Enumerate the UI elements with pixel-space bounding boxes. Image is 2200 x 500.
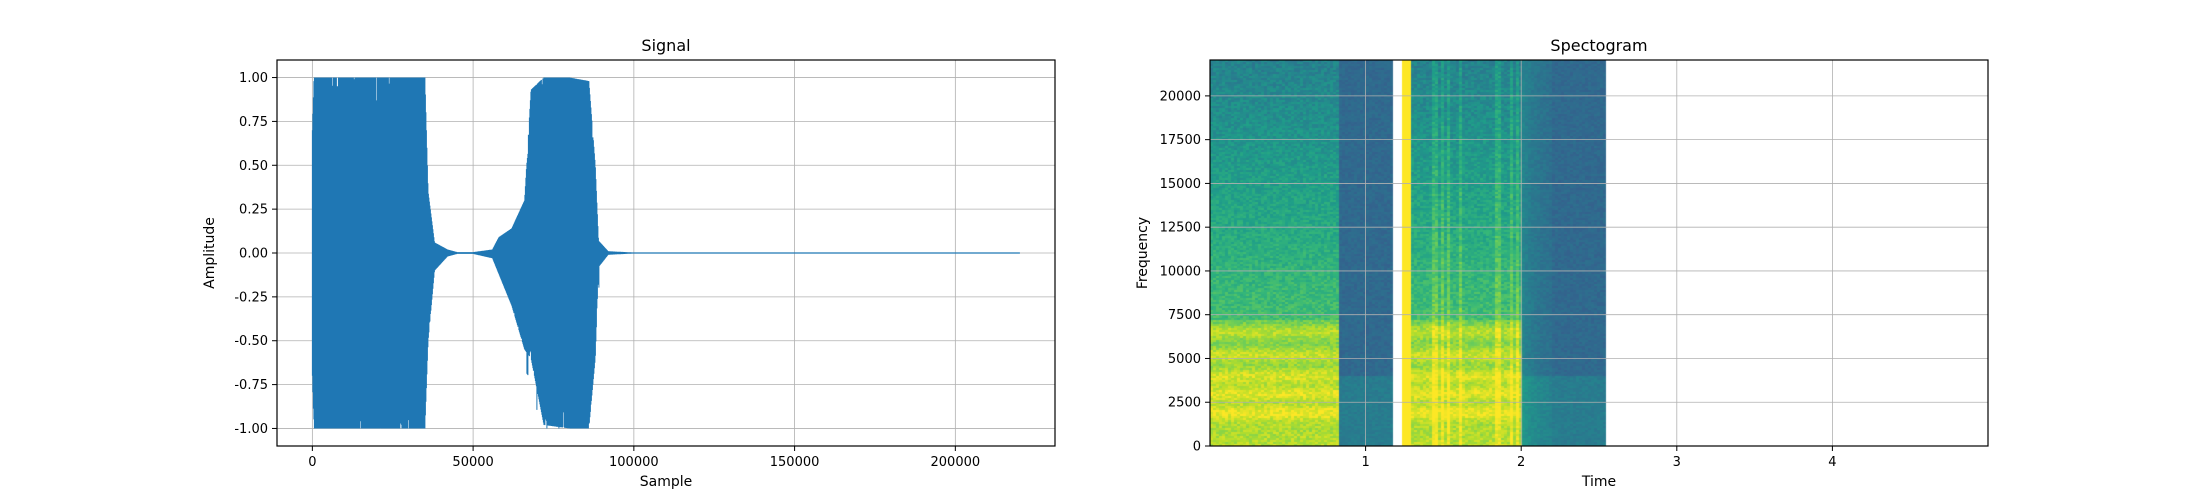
signal-axes-frame <box>276 59 1056 447</box>
y-tick-label: 7500 <box>1168 308 1201 323</box>
signal-ylabel: Amplitude <box>202 217 218 289</box>
y-tick-label: 2500 <box>1168 396 1201 411</box>
x-tick-label: 50000 <box>452 455 493 470</box>
spectrogram-ticks: 1 2 3 4 0 2500 5000 7500 10000 12500 15000 17500 200… <box>1160 89 1837 470</box>
y-tick-label: -0.25 <box>234 290 268 305</box>
y-tick-label: 17500 <box>1160 133 1201 148</box>
y-tick-label: -0.75 <box>234 378 268 393</box>
y-tick-label: 0 <box>1193 440 1201 455</box>
spectrogram-heatmap <box>1210 60 1988 446</box>
y-tick-label: -1.00 <box>234 422 268 437</box>
x-tick-label: 1 <box>1361 455 1369 470</box>
y-tick-label: 15000 <box>1160 177 1201 192</box>
y-tick-label: 1.00 <box>239 71 268 86</box>
y-tick-label: -0.50 <box>234 334 268 349</box>
y-tick-label: 0.50 <box>239 159 268 174</box>
x-tick-label: 100000 <box>609 455 659 470</box>
spectrogram-xlabel: Time <box>1581 474 1616 490</box>
signal-ticks: 0 50000 100000 150000 200000 -1.00 -0.75 -0.50 -… <box>234 71 980 470</box>
spectrogram-ylabel: Frequency <box>1135 217 1151 289</box>
spectrogram-title: Spectogram <box>1550 36 1647 55</box>
signal-xlabel: Sample <box>640 474 693 490</box>
signal-line <box>311 77 1020 429</box>
x-tick-label: 150000 <box>770 455 820 470</box>
y-tick-label: 12500 <box>1160 221 1201 236</box>
x-tick-label: 4 <box>1828 455 1836 470</box>
x-tick-label: 200000 <box>931 455 981 470</box>
y-tick-label: 0.00 <box>239 247 268 262</box>
y-tick-label: 5000 <box>1168 352 1201 367</box>
y-tick-label: 0.75 <box>239 115 268 130</box>
y-tick-label: 10000 <box>1160 264 1201 279</box>
x-tick-label: 2 <box>1517 455 1525 470</box>
y-tick-label: 20000 <box>1160 89 1201 104</box>
spectrogram-axes-frame <box>1209 59 1989 447</box>
y-tick-label: 0.25 <box>239 203 268 218</box>
signal-waveform <box>311 77 1020 429</box>
x-tick-label: 3 <box>1673 455 1681 470</box>
spectrogram-image <box>1210 60 1988 446</box>
spectrogram-chart: 1 2 3 4 0 2500 5000 7500 10000 12500 15000 17500 200… <box>1135 36 1989 490</box>
signal-chart: 0 50000 100000 150000 200000 -1.00 -0.75 -0.50 -… <box>202 36 1056 490</box>
x-tick-label: 0 <box>308 455 316 470</box>
signal-title: Signal <box>641 36 690 55</box>
